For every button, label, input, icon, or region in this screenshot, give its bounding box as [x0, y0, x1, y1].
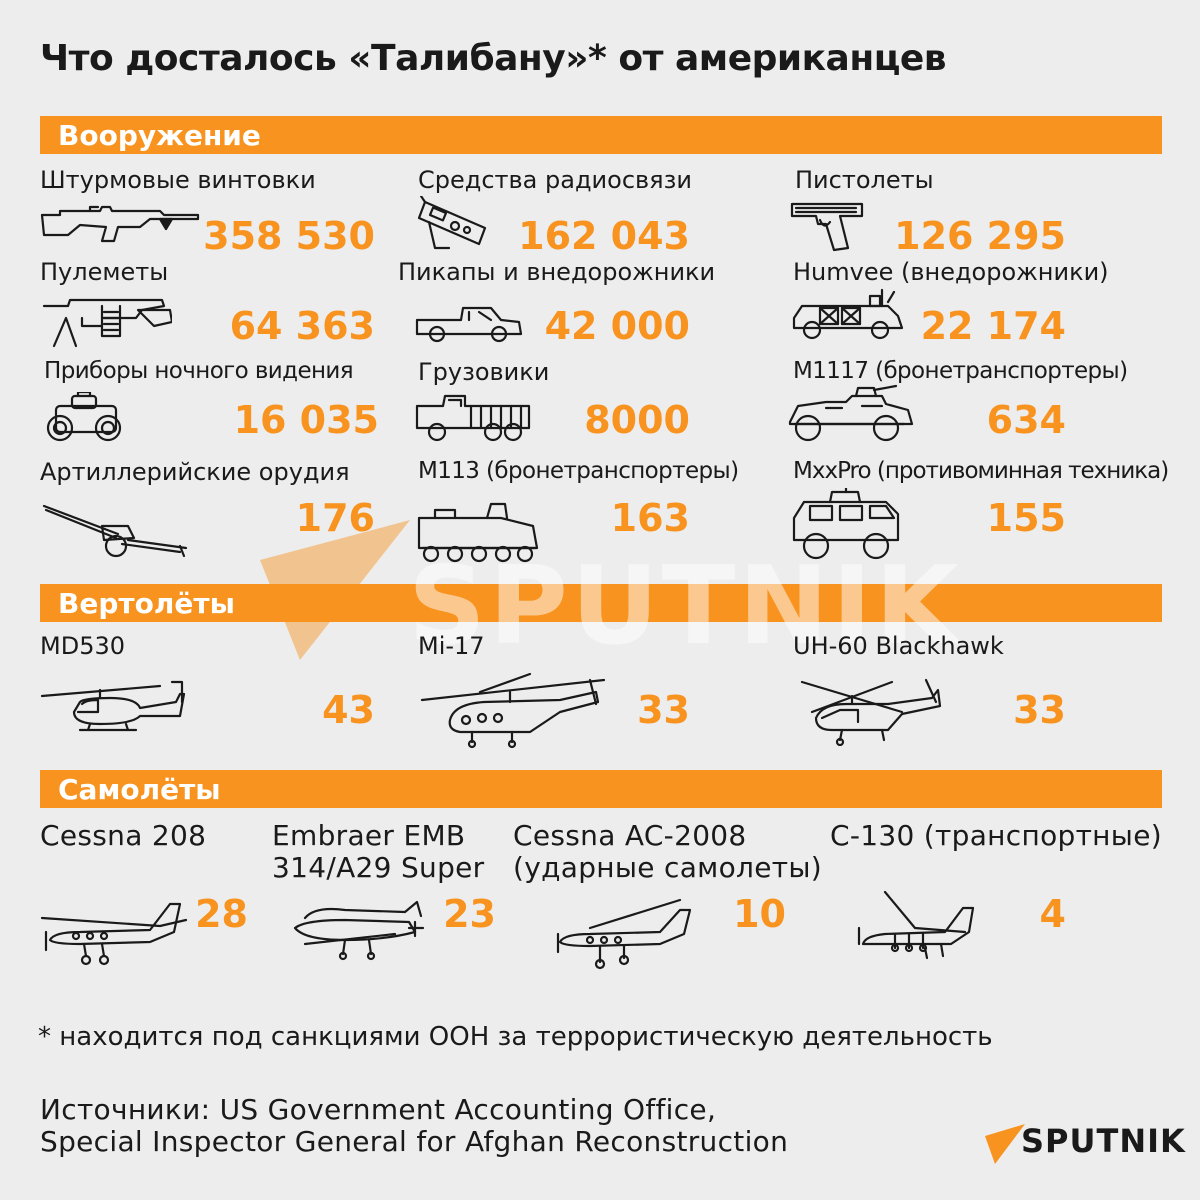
item-value: 28: [195, 892, 248, 936]
item-label: Пистолеты: [795, 166, 934, 194]
item-label: C-130 (транспортные): [830, 819, 1162, 852]
item-value: 10: [733, 892, 786, 936]
item-value: 16 035: [233, 398, 379, 442]
item-value: 8000: [584, 398, 690, 442]
airplane-icon: [550, 898, 696, 972]
night-vision-icon: [42, 392, 128, 444]
sources-line-1: Источники: US Government Accounting Offi…: [40, 1093, 717, 1126]
helicopter-icon: [792, 672, 942, 746]
artillery-icon: [42, 500, 188, 558]
item-label: Humvee (внедорожники): [793, 258, 1109, 286]
airplane-icon: [40, 896, 190, 972]
item-label: Cessna AC-2008: [513, 819, 747, 852]
section-bar-weapons: Вооружение: [40, 116, 1162, 154]
item-label: UH-60 Blackhawk: [793, 632, 1004, 660]
mrap-icon: [790, 488, 902, 562]
item-label: M1117 (бронетранспортеры): [793, 358, 1128, 384]
item-label: MxxPro (противоминная техника): [793, 458, 1169, 484]
item-value: 4: [1039, 892, 1066, 936]
item-value: 42 000: [544, 304, 690, 348]
item-value: 634: [986, 398, 1066, 442]
sources: Источники: US Government Accounting Offi…: [40, 1094, 788, 1158]
item-label: Средства радиосвязи: [418, 166, 692, 194]
humvee-icon: [790, 288, 908, 344]
item-value: 126 295: [894, 214, 1066, 258]
item-label: (ударные самолеты): [513, 851, 822, 884]
rifle-icon: [40, 205, 200, 245]
section-bar-helicopters: Вертолёты: [40, 584, 1162, 622]
item-value: 33: [637, 688, 690, 732]
item-label: Embraer EMB: [272, 819, 466, 852]
transport-plane-icon: [855, 888, 981, 960]
section-title-planes: Самолёты: [58, 773, 221, 806]
item-value: 23: [443, 892, 496, 936]
armored-car-icon: [786, 384, 916, 446]
item-label: Mi-17: [418, 632, 485, 660]
page-title: Что досталось «Талибану»* от американцев: [40, 38, 947, 79]
item-label: Артиллерийские орудия: [40, 458, 350, 486]
item-label: Грузовики: [418, 358, 550, 386]
airplane-icon: [285, 898, 425, 964]
item-label: Штурмовые винтовки: [40, 166, 316, 194]
item-label: M113 (бронетранспортеры): [418, 458, 739, 484]
item-value: 155: [986, 496, 1066, 540]
item-value: 162 043: [518, 214, 690, 258]
section-bar-planes: Самолёты: [40, 770, 1162, 808]
helicopter-icon: [40, 672, 186, 738]
sputnik-logo-icon: [985, 1124, 1025, 1164]
pistol-icon: [790, 200, 866, 252]
item-label: 314/A29 Super: [272, 851, 485, 884]
sources-line-2: Special Inspector General for Afghan Rec…: [40, 1125, 789, 1158]
section-title-weapons: Вооружение: [58, 119, 261, 152]
item-value: 22 174: [920, 304, 1066, 348]
apc-icon: [415, 500, 539, 564]
item-label: MD530: [40, 632, 125, 660]
footnote: * находится под санкциями ООН за террори…: [38, 1022, 993, 1052]
item-label: Пулеметы: [40, 258, 169, 286]
truck-icon: [415, 392, 533, 444]
item-value: 163: [610, 496, 690, 540]
item-value: 64 363: [229, 304, 375, 348]
item-value: 358 530: [203, 214, 375, 258]
section-title-helicopters: Вертолёты: [58, 587, 235, 620]
item-label: Cessna 208: [40, 819, 207, 852]
item-label: Приборы ночного видения: [44, 358, 354, 384]
radio-icon: [415, 196, 495, 252]
logo-text: SPUTNIK: [1021, 1122, 1186, 1160]
pickup-icon: [415, 302, 523, 344]
item-value: 33: [1013, 688, 1066, 732]
item-label: Пикапы и внедорожники: [398, 258, 716, 286]
machine-gun-icon: [42, 292, 172, 348]
item-value: 176: [295, 496, 375, 540]
helicopter-icon: [420, 670, 606, 752]
item-value: 43: [322, 688, 375, 732]
